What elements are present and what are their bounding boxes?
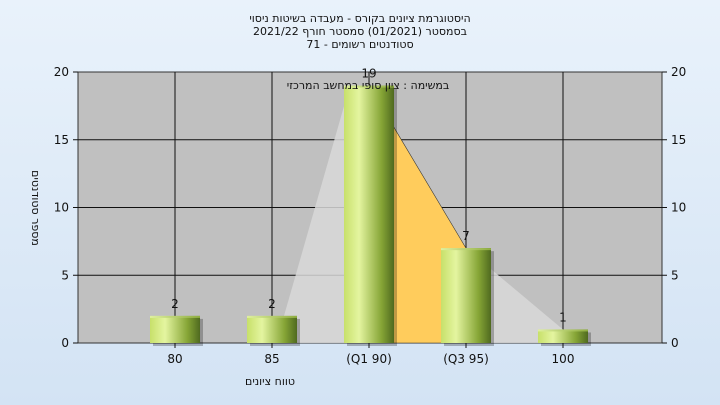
annotation-label: במשימה : ציון סופי במחשב המרכזי (287, 79, 450, 92)
y-axis-right-ticks: 0 5 10 15 20 (662, 65, 686, 350)
y-tick-label-left: 20 (54, 65, 69, 79)
chart-title: היסטוגרמת ציונים בקורס - מעבדה בשיטות ני… (249, 12, 470, 51)
bar-cap (344, 85, 394, 88)
bar-(Q3 95) (441, 248, 494, 346)
y-tick-label-left: 10 (54, 201, 69, 215)
x-tick-label: (Q1 90) (346, 352, 392, 366)
y-axis-left-ticks: 0 5 10 15 20 (54, 65, 78, 350)
y-axis-label: מספר סטודנטים (29, 170, 42, 246)
value-label: 1 (559, 310, 567, 324)
y-tick-label-left: 15 (54, 133, 69, 147)
x-axis-label: טווח ציונים (245, 375, 295, 388)
bar-cap (441, 248, 491, 251)
bar-body (344, 85, 394, 344)
x-tick-label: 85 (264, 352, 279, 366)
bar-body (441, 248, 491, 343)
value-label: 2 (171, 297, 179, 311)
x-tick-label: (Q3 95) (443, 352, 489, 366)
bar-body (538, 329, 588, 343)
y-tick-label-left: 0 (61, 336, 69, 350)
x-axis-ticks: 80 85 (Q1 90) (Q3 95) 100 (167, 343, 574, 366)
bar-cap (247, 315, 297, 318)
bar-body (247, 315, 297, 343)
bar-80 (150, 315, 203, 346)
y-tick-label-right: 5 (671, 268, 679, 282)
value-label: 7 (462, 229, 470, 243)
y-tick-label-right: 0 (671, 336, 679, 350)
x-tick-label: 80 (167, 352, 182, 366)
title-line-2: בסמסטר (01/2021) סמסטר חורף 2021/22 (253, 25, 467, 38)
title-line-3: סטודנטים רשומים - 71 (306, 38, 413, 51)
bar-100 (538, 329, 591, 346)
y-tick-label-right: 20 (671, 65, 686, 79)
bar-85 (247, 315, 300, 346)
y-tick-label-left: 5 (61, 268, 69, 282)
x-tick-label: 100 (552, 352, 575, 366)
bar-(Q1 90) (344, 85, 397, 347)
y-tick-label-right: 15 (671, 133, 686, 147)
value-labels: 2 2 19 7 1 (171, 67, 567, 325)
title-line-1: היסטוגרמת ציונים בקורס - מעבדה בשיטות ני… (249, 12, 470, 25)
bar-body (150, 315, 200, 343)
bar-cap (150, 315, 200, 318)
y-tick-label-right: 10 (671, 201, 686, 215)
value-label: 2 (268, 297, 276, 311)
value-label: 19 (361, 67, 376, 81)
bar-cap (538, 329, 588, 332)
bars (150, 85, 591, 347)
